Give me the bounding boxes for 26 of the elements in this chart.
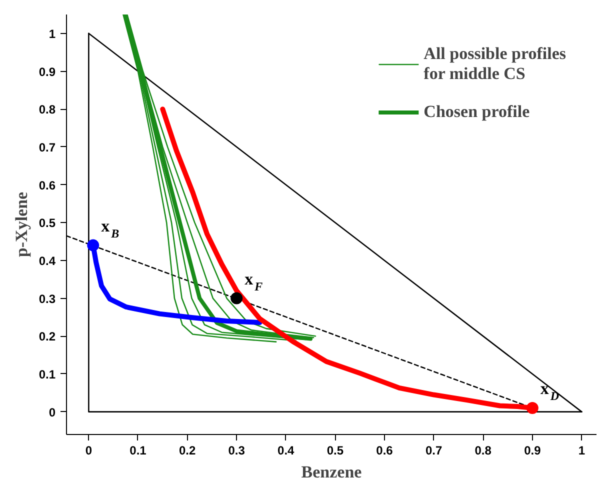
y-tick-label: 0 — [48, 405, 56, 420]
x-tick-label: 1 — [578, 444, 586, 458]
x-tick-label: 0.9 — [524, 444, 542, 458]
x-tick-label: 0.1 — [130, 444, 147, 458]
y-tick-label: 0.2 — [38, 330, 56, 344]
x-tick-label: 0.3 — [228, 444, 246, 458]
x-tick-label: 0.6 — [376, 444, 394, 458]
y-tick-label: 0.7 — [38, 140, 56, 154]
x-tick-label: 0.7 — [425, 444, 442, 458]
y-tick-label: 0.5 — [38, 216, 56, 230]
x-tick-label: 0.2 — [178, 444, 196, 458]
legend-label: All possible profiles for middle CS — [424, 44, 566, 84]
x-axis-title: Benzene — [301, 462, 362, 482]
y-tick-label: 0.6 — [38, 178, 56, 192]
y-tick-label: 0.8 — [38, 102, 56, 117]
legend-label: Chosen profile — [424, 102, 530, 122]
y-tick-label: 0.1 — [38, 367, 56, 382]
x-tick-label: 0.4 — [278, 444, 295, 458]
x-tick-label: 0 — [85, 444, 92, 458]
y-tick-label: 0.4 — [38, 254, 56, 268]
y-axis-title: p-Xylene — [12, 191, 31, 258]
y-tick-label: 0.9 — [38, 64, 56, 79]
y-tick-label: 0.3 — [38, 292, 56, 306]
x-tick-label: 0.5 — [326, 444, 344, 458]
x-tick-label: 0.8 — [474, 444, 492, 458]
y-tick-label: 1 — [48, 26, 56, 41]
